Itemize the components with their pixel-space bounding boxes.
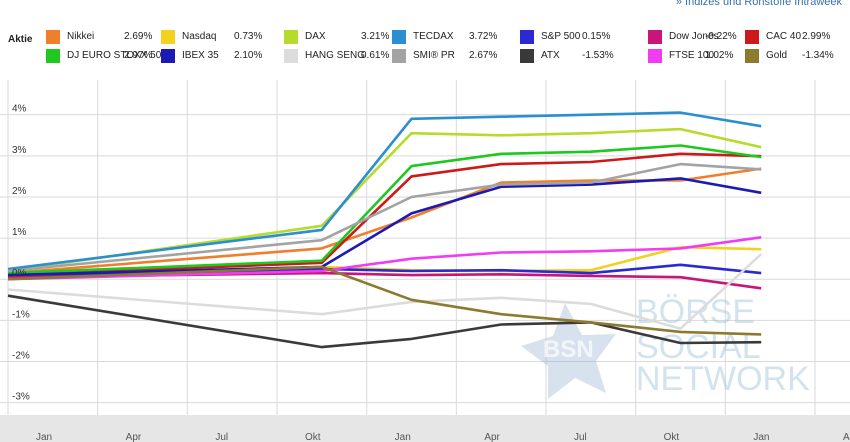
legend-label: DAX: [305, 31, 326, 42]
series-line-s-p-500[interactable]: [7, 263, 762, 279]
x-tick-label: Jan: [36, 432, 52, 442]
legend-label: DJ EURO STOXX 50: [67, 50, 162, 61]
series-line-tecdax[interactable]: [7, 111, 762, 271]
legend-label: CAC 40: [766, 31, 802, 42]
legend-label: ATX: [541, 50, 560, 61]
legend-label: Dow Jones: [669, 31, 719, 42]
y-tick-label: 4%: [12, 104, 27, 115]
y-tick-label: -2%: [12, 351, 30, 362]
watermark-badge: BSN: [543, 336, 594, 363]
watermark-line-3: NETWORK: [636, 360, 810, 398]
legend-swatch: [284, 30, 298, 44]
series-line-nikkei[interactable]: [7, 167, 762, 275]
legend-value: 0.61%: [361, 50, 390, 61]
legend-label: IBEX 35: [182, 50, 219, 61]
legend-swatch: [648, 30, 662, 44]
x-tick-label: Okt: [305, 432, 321, 442]
y-tick-label: -1%: [12, 309, 30, 320]
legend-label: SMI® PR: [413, 50, 455, 61]
watermark: BSN BÖRSE SOCIAL NETWORK: [521, 293, 810, 399]
series-line-cac-40[interactable]: [7, 152, 762, 277]
legend-label: Nikkei: [67, 31, 95, 42]
legend-value: 0.15%: [582, 31, 611, 42]
legend-label: TECDAX: [413, 31, 454, 42]
watermark-star-icon: [521, 303, 616, 399]
legend-label: HANG SENG: [305, 50, 366, 61]
x-tick-label: Okt: [664, 432, 680, 442]
series-line-atx[interactable]: [7, 294, 762, 349]
legend-value: 2.10%: [234, 50, 263, 61]
legend-label: FTSE 100: [669, 50, 715, 61]
legend-swatch: [46, 49, 60, 63]
series: [7, 111, 763, 349]
series-line-dax[interactable]: [7, 127, 762, 273]
line-chart: BSN BÖRSE SOCIAL NETWORK 4% 3% 2% 1% 0% -1% -2…: [0, 80, 850, 442]
legend-swatch: [392, 30, 406, 44]
legend-label: Gold: [766, 50, 788, 61]
y-tick-label: 2%: [12, 186, 27, 197]
y-tick-label: 1%: [12, 227, 27, 238]
x-tick-label: Apr: [484, 432, 500, 442]
legend-swatch: [520, 49, 534, 63]
series-line-dj-euro-stoxx-50[interactable]: [7, 144, 762, 275]
legend-swatch: [648, 49, 662, 63]
legend-value: 0.73%: [234, 31, 263, 42]
legend-value: 2.69%: [124, 31, 153, 42]
y-tick-label: 3%: [12, 145, 27, 156]
x-tick-label: Jul: [215, 432, 228, 442]
axes: 4% 3% 2% 1% 0% -1% -2% -3% Jan Apr Jul Okt Jan Apr Jul…: [0, 104, 850, 442]
legend-swatch: [392, 49, 406, 63]
chart-legend: Aktie Nikkei 2.69% Nasdaq 0.73% DAX 3.21% TECD…: [0, 26, 850, 78]
legend-swatch: [161, 30, 175, 44]
series-line-dow-jones[interactable]: [7, 271, 762, 290]
intraweek-link[interactable]: » Indizes und Rohstoffe Intraweek: [675, 0, 842, 8]
legend-swatch: [161, 49, 175, 63]
legend-title: Aktie: [8, 34, 33, 45]
legend-value: 3.72%: [469, 31, 498, 42]
legend-swatch: [745, 30, 759, 44]
grid: [0, 80, 850, 415]
x-axis-band: [0, 415, 850, 442]
legend-value: 2.99%: [802, 31, 831, 42]
legend-swatch: [46, 30, 60, 44]
legend-value: 2.67%: [469, 50, 498, 61]
x-tick-label: Apr: [843, 432, 850, 442]
legend-swatch: [745, 49, 759, 63]
series-line-hang-seng[interactable]: [7, 253, 763, 330]
x-tick-label: Jan: [753, 432, 769, 442]
legend-swatch: [520, 30, 534, 44]
series-line-ftse-100[interactable]: [7, 236, 762, 281]
legend-swatch: [284, 49, 298, 63]
x-tick-label: Apr: [126, 432, 142, 442]
legend-value: -1.34%: [802, 50, 834, 61]
series-line-smi-pr[interactable]: [7, 162, 762, 273]
legend-label: S&P 500: [541, 31, 581, 42]
legend-label: Nasdaq: [182, 31, 217, 42]
legend-value: 2.97%: [124, 50, 153, 61]
series-line-gold[interactable]: [7, 265, 762, 336]
legend-value: 1.02%: [705, 50, 734, 61]
x-tick-label: Jul: [574, 432, 587, 442]
legend-value: -1.53%: [582, 50, 614, 61]
watermark-line-1: BÖRSE: [636, 293, 755, 331]
legend-value: 3.21%: [361, 31, 390, 42]
x-tick-label: Jan: [395, 432, 411, 442]
legend-value: -0.22%: [705, 31, 737, 42]
y-tick-label: -3%: [12, 392, 30, 403]
y-tick-label: 0%: [12, 268, 27, 279]
